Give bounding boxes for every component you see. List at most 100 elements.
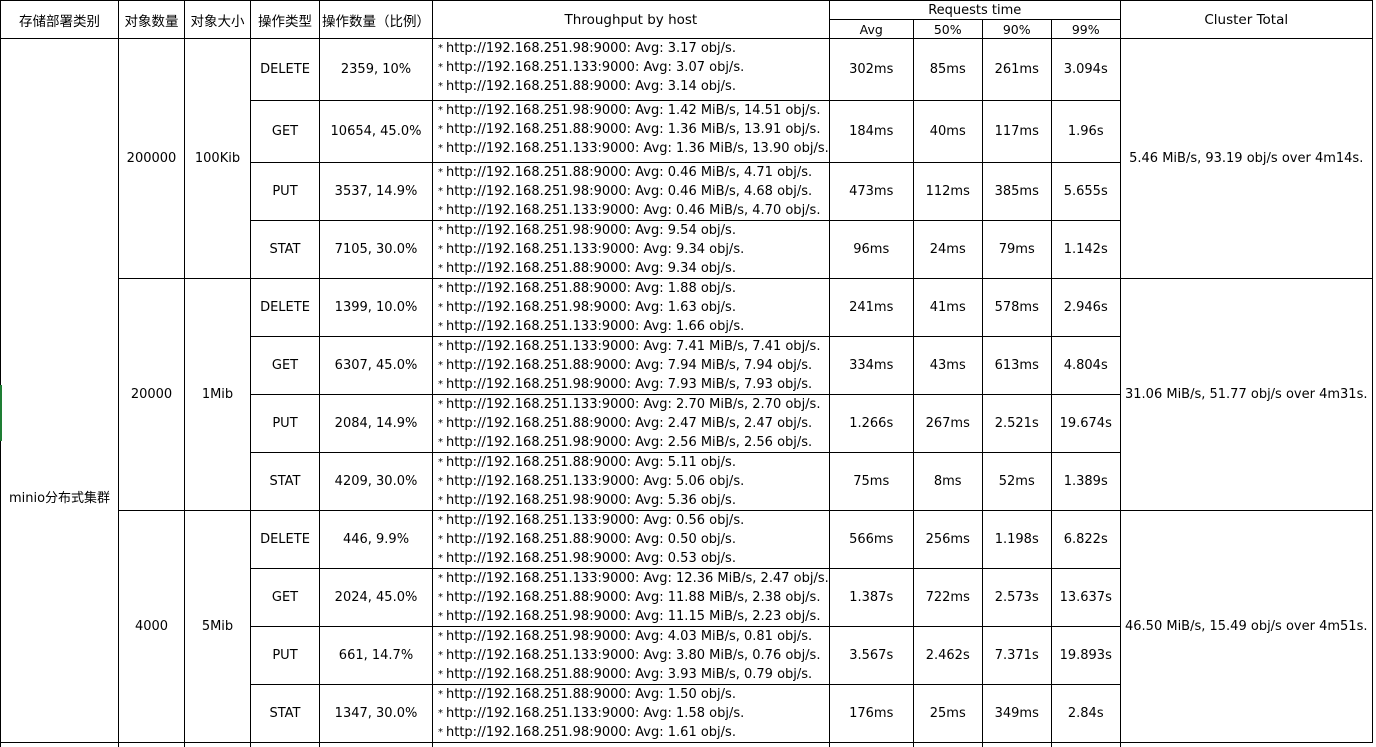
p90-cell[interactable]: 578ms (981, 278, 1052, 337)
header-p99[interactable]: 99% (1050, 19, 1121, 39)
p90-cell[interactable]: 385ms (981, 162, 1052, 221)
header-cluster-total[interactable]: Cluster Total (1119, 0, 1373, 39)
avg-cell[interactable]: 302ms (828, 38, 914, 101)
empty-cell[interactable] (432, 742, 830, 747)
op-type-cell[interactable]: STAT (250, 684, 320, 743)
op-count-cell[interactable]: 661, 14.7% (319, 626, 433, 685)
p99-cell[interactable]: 1.389s (1050, 452, 1121, 511)
avg-cell[interactable]: 566ms (828, 510, 914, 569)
empty-cell[interactable] (319, 742, 433, 747)
avg-cell[interactable]: 184ms (828, 100, 914, 163)
header-op-type[interactable]: 操作类型 (250, 0, 320, 39)
op-count-cell[interactable]: 2084, 14.9% (319, 394, 433, 453)
p90-cell[interactable]: 2.521s (981, 394, 1052, 453)
avg-cell[interactable]: 473ms (828, 162, 914, 221)
header-requests-time[interactable]: Requests time (828, 0, 1121, 20)
p99-cell[interactable]: 2.946s (1050, 278, 1121, 337)
empty-cell[interactable] (250, 742, 320, 747)
header-deploy-type[interactable]: 存储部署类别 (0, 0, 119, 39)
avg-cell[interactable]: 334ms (828, 336, 914, 395)
empty-cell[interactable] (184, 742, 251, 747)
op-type-cell[interactable]: PUT (250, 626, 320, 685)
p99-cell[interactable]: 6.822s (1050, 510, 1121, 569)
p99-cell[interactable]: 2.84s (1050, 684, 1121, 743)
object-size-cell[interactable]: 100Kib (184, 38, 251, 279)
header-object-count[interactable]: 对象数量 (118, 0, 185, 39)
empty-cell[interactable] (828, 742, 914, 747)
throughput-cell[interactable]: http://192.168.251.88:9000: Avg: 1.88 ob… (432, 278, 830, 337)
p50-cell[interactable]: 256ms (912, 510, 983, 569)
cluster-total-cell[interactable]: 46.50 MiB/s, 15.49 obj/s over 4m51s. (1119, 510, 1373, 743)
op-count-cell[interactable]: 10654, 45.0% (319, 100, 433, 163)
p99-cell[interactable]: 19.893s (1050, 626, 1121, 685)
throughput-cell[interactable]: http://192.168.251.98:9000: Avg: 3.17 ob… (432, 38, 830, 101)
p50-cell[interactable]: 24ms (912, 220, 983, 279)
p50-cell[interactable]: 25ms (912, 684, 983, 743)
p99-cell[interactable]: 19.674s (1050, 394, 1121, 453)
throughput-cell[interactable]: http://192.168.251.133:9000: Avg: 2.70 M… (432, 394, 830, 453)
p99-cell[interactable]: 3.094s (1050, 38, 1121, 101)
avg-cell[interactable]: 1.266s (828, 394, 914, 453)
p90-cell[interactable]: 2.573s (981, 568, 1052, 627)
p50-cell[interactable]: 722ms (912, 568, 983, 627)
p50-cell[interactable]: 43ms (912, 336, 983, 395)
header-p50[interactable]: 50% (912, 19, 983, 39)
empty-cell[interactable] (118, 742, 185, 747)
op-type-cell[interactable]: GET (250, 568, 320, 627)
avg-cell[interactable]: 241ms (828, 278, 914, 337)
header-avg[interactable]: Avg (828, 19, 914, 39)
p90-cell[interactable]: 117ms (981, 100, 1052, 163)
object-count-cell[interactable]: 4000 (118, 510, 185, 743)
p50-cell[interactable]: 40ms (912, 100, 983, 163)
p90-cell[interactable]: 613ms (981, 336, 1052, 395)
header-object-size[interactable]: 对象大小 (184, 0, 251, 39)
throughput-cell[interactable]: http://192.168.251.98:9000: Avg: 9.54 ob… (432, 220, 830, 279)
op-count-cell[interactable]: 1347, 30.0% (319, 684, 433, 743)
cluster-total-cell[interactable]: 5.46 MiB/s, 93.19 obj/s over 4m14s. (1119, 38, 1373, 279)
p50-cell[interactable]: 8ms (912, 452, 983, 511)
empty-cell[interactable] (912, 742, 983, 747)
empty-cell[interactable] (1050, 742, 1121, 747)
avg-cell[interactable]: 1.387s (828, 568, 914, 627)
p90-cell[interactable]: 1.198s (981, 510, 1052, 569)
p99-cell[interactable]: 1.142s (1050, 220, 1121, 279)
p99-cell[interactable]: 1.96s (1050, 100, 1121, 163)
p99-cell[interactable]: 5.655s (1050, 162, 1121, 221)
p90-cell[interactable]: 349ms (981, 684, 1052, 743)
throughput-cell[interactable]: http://192.168.251.88:9000: Avg: 0.46 Mi… (432, 162, 830, 221)
op-type-cell[interactable]: GET (250, 336, 320, 395)
p50-cell[interactable]: 2.462s (912, 626, 983, 685)
op-count-cell[interactable]: 1399, 10.0% (319, 278, 433, 337)
avg-cell[interactable]: 96ms (828, 220, 914, 279)
throughput-cell[interactable]: http://192.168.251.133:9000: Avg: 0.56 o… (432, 510, 830, 569)
header-throughput[interactable]: Throughput by host (432, 0, 830, 39)
op-type-cell[interactable]: STAT (250, 220, 320, 279)
p50-cell[interactable]: 85ms (912, 38, 983, 101)
p90-cell[interactable]: 52ms (981, 452, 1052, 511)
empty-cell[interactable] (981, 742, 1052, 747)
op-type-cell[interactable]: GET (250, 100, 320, 163)
avg-cell[interactable]: 3.567s (828, 626, 914, 685)
op-count-cell[interactable]: 2359, 10% (319, 38, 433, 101)
op-count-cell[interactable]: 4209, 30.0% (319, 452, 433, 511)
p50-cell[interactable]: 267ms (912, 394, 983, 453)
p90-cell[interactable]: 261ms (981, 38, 1052, 101)
p90-cell[interactable]: 7.371s (981, 626, 1052, 685)
op-count-cell[interactable]: 3537, 14.9% (319, 162, 433, 221)
throughput-cell[interactable]: http://192.168.251.98:9000: Avg: 4.03 Mi… (432, 626, 830, 685)
empty-cell[interactable] (0, 742, 119, 747)
op-type-cell[interactable]: STAT (250, 452, 320, 511)
object-count-cell[interactable]: 200000 (118, 38, 185, 279)
deploy-type-cell[interactable]: minio分布式集群 (0, 38, 119, 743)
p99-cell[interactable]: 13.637s (1050, 568, 1121, 627)
avg-cell[interactable]: 75ms (828, 452, 914, 511)
op-type-cell[interactable]: DELETE (250, 510, 320, 569)
p90-cell[interactable]: 79ms (981, 220, 1052, 279)
throughput-cell[interactable]: http://192.168.251.88:9000: Avg: 1.50 ob… (432, 684, 830, 743)
cluster-total-cell[interactable]: 31.06 MiB/s, 51.77 obj/s over 4m31s. (1119, 278, 1373, 511)
p99-cell[interactable]: 4.804s (1050, 336, 1121, 395)
op-type-cell[interactable]: PUT (250, 162, 320, 221)
throughput-cell[interactable]: http://192.168.251.133:9000: Avg: 12.36 … (432, 568, 830, 627)
object-count-cell[interactable]: 20000 (118, 278, 185, 511)
p50-cell[interactable]: 112ms (912, 162, 983, 221)
